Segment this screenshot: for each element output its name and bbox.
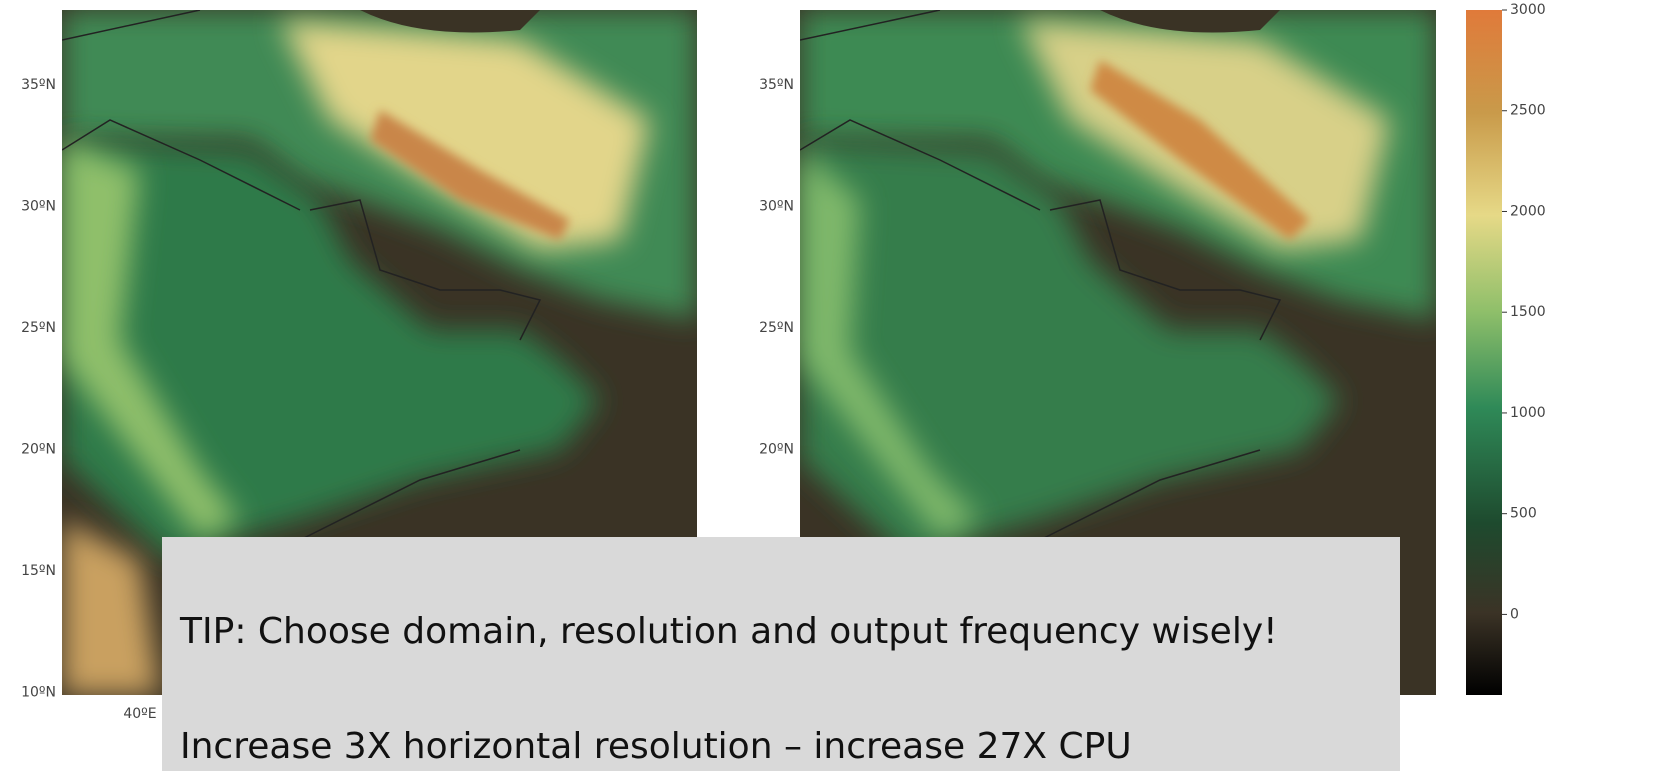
tip-line: TIP: Choose domain, resolution and outpu… bbox=[179, 611, 1278, 652]
colorbar bbox=[1466, 10, 1502, 695]
page: 35ºN 30ºN 25ºN 20ºN 15ºN 10ºN 35ºN 30ºN 25ºN 20ºN… bbox=[0, 0, 1669, 776]
colorbar-tick-label: 500 bbox=[1510, 506, 1537, 522]
colorbar-tick-label: 2500 bbox=[1510, 103, 1546, 119]
tip-line: Increase 3X horizontal resolution – incr… bbox=[180, 726, 1132, 767]
lat-label: 35ºN bbox=[759, 77, 794, 93]
lat-label: 30ºN bbox=[21, 199, 56, 215]
slide: 35ºN 30ºN 25ºN 20ºN 15ºN 10ºN 35ºN 30ºN 25ºN 20ºN… bbox=[0, 0, 1669, 771]
lat-label: 30ºN bbox=[759, 199, 794, 215]
lat-label: 25ºN bbox=[21, 320, 56, 336]
lat-label: 20ºN bbox=[21, 442, 56, 458]
lat-label: 35ºN bbox=[21, 77, 56, 93]
lat-label: 15ºN bbox=[21, 563, 56, 579]
colorbar-tick-label: 3000 bbox=[1510, 2, 1546, 18]
lat-label: 25ºN bbox=[759, 320, 794, 336]
colorbar-tick-label: 1500 bbox=[1510, 304, 1546, 320]
colorbar-tick-label: 2000 bbox=[1510, 203, 1546, 219]
lon-label: 40ºE bbox=[123, 706, 156, 722]
lat-label: 10ºN bbox=[21, 685, 56, 701]
lat-label: 20ºN bbox=[759, 442, 794, 458]
colorbar-tick-label: 0 bbox=[1510, 606, 1519, 622]
colorbar-tick-label: 1000 bbox=[1510, 405, 1546, 421]
